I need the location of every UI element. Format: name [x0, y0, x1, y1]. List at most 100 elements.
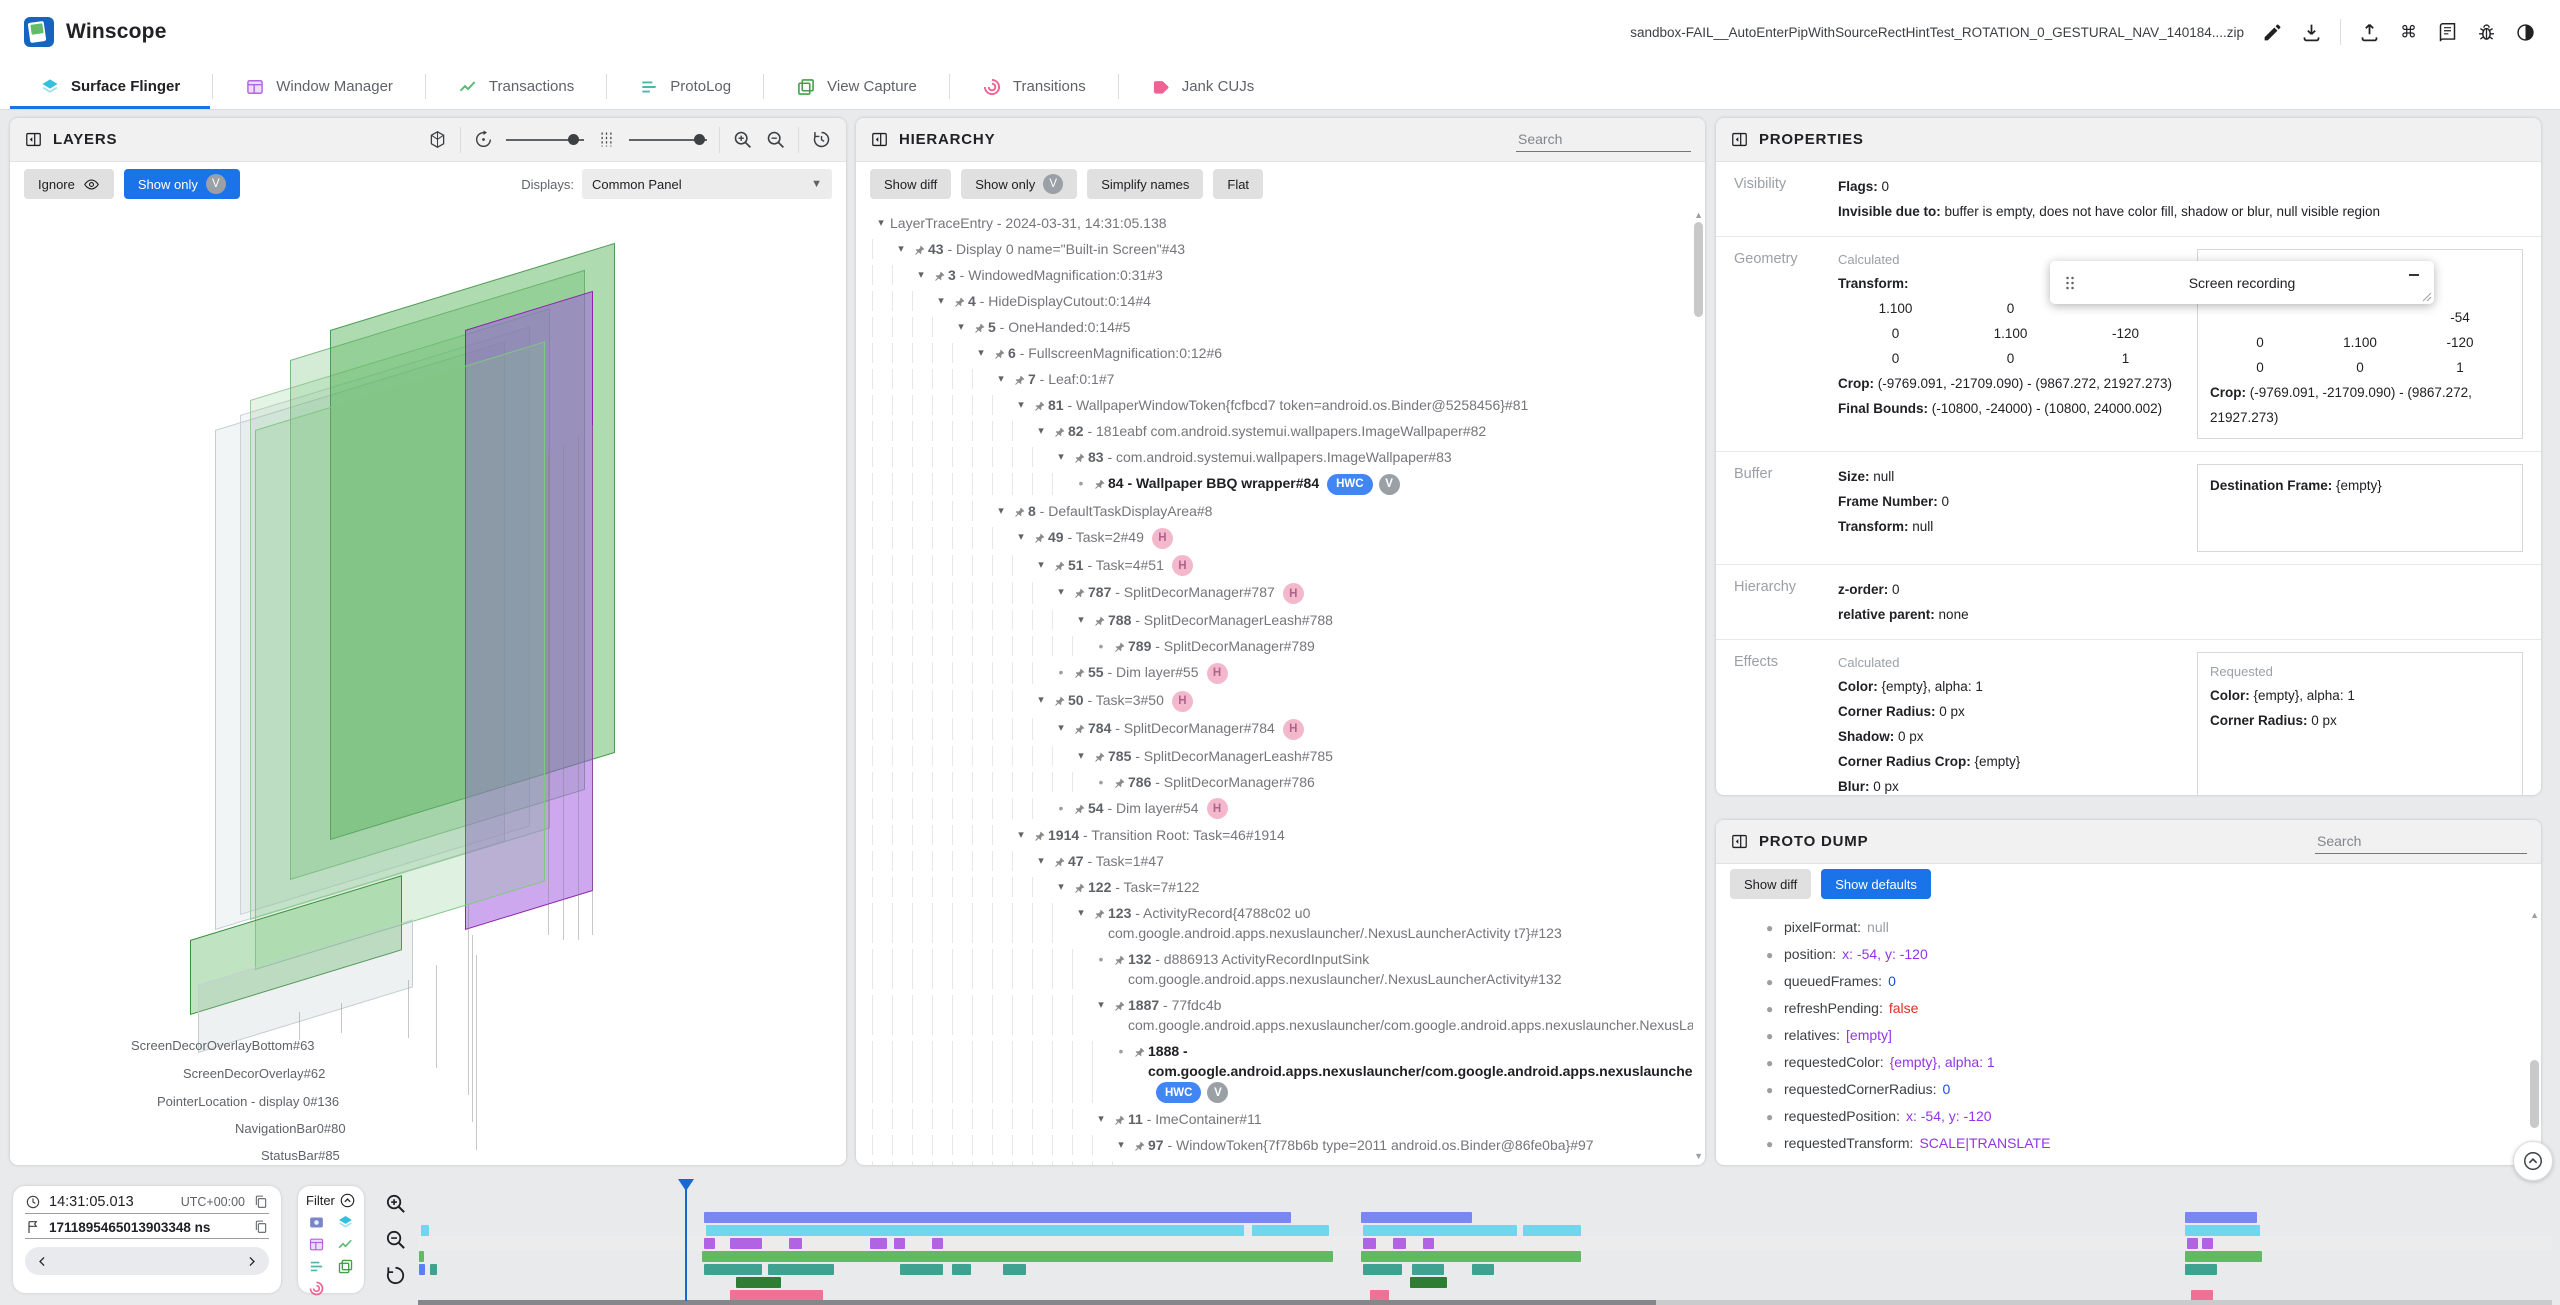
timeline-segment-window-manager[interactable]	[729, 1238, 762, 1249]
scroll-up-icon[interactable]: ▲	[2530, 910, 2539, 920]
displays-dropdown[interactable]: Common Panel ▼	[582, 169, 832, 199]
frame-navigation[interactable]	[25, 1247, 269, 1275]
tab-transitions[interactable]: Transitions	[952, 64, 1116, 109]
timeline-segment-screen-recording[interactable]	[703, 1212, 1291, 1223]
expand-node-icon[interactable]: ▾	[918, 269, 924, 281]
timeline-segment-transactions[interactable]	[419, 1251, 425, 1262]
expand-timeline-button[interactable]	[2513, 1141, 2553, 1181]
expand-node-icon[interactable]: ▾	[1038, 693, 1044, 706]
upload-icon[interactable]	[2359, 22, 2380, 43]
reset-zoom-icon[interactable]	[384, 1264, 407, 1287]
timeline-segment-protolog[interactable]	[1412, 1264, 1445, 1275]
tree-node-132[interactable]: • 132 - d886913 ActivityRecordInputSink c…	[872, 946, 1693, 992]
timeline-segment-window-manager[interactable]	[703, 1238, 715, 1249]
tree-node-8[interactable]: ▾ 8 - DefaultTaskDisplayArea#8	[872, 498, 1693, 524]
proto-row-screenBounds[interactable]: ●screenBounds: (-10800, -24000) - (10800,…	[1766, 1157, 2527, 1161]
tree-node-784[interactable]: ▾ 784 - SplitDecorManager#784 H	[872, 715, 1693, 743]
collapse-panel-icon[interactable]	[1730, 832, 1749, 851]
tree-node-6[interactable]: ▾ 6 - FullscreenMagnification:0:12#6	[872, 340, 1693, 366]
timeline-segment-surface-flinger[interactable]	[2184, 1225, 2260, 1236]
timeline-segment-protolog[interactable]	[419, 1264, 426, 1275]
timeline-segment-protolog[interactable]	[767, 1264, 835, 1275]
ns-timestamp-field[interactable]: 1711895465013903348 ns	[25, 1219, 269, 1239]
timeline-segment-protolog[interactable]	[1363, 1264, 1402, 1275]
timeline-segment-surface-flinger[interactable]	[1252, 1225, 1330, 1236]
timeline-segment-window-manager[interactable]	[2187, 1238, 2198, 1249]
pin-icon[interactable]	[1010, 501, 1028, 521]
expand-node-icon[interactable]: ▾	[1132, 1161, 1150, 1165]
expand-node-icon[interactable]: ▾	[1018, 399, 1024, 411]
pin-icon[interactable]	[1110, 995, 1128, 1015]
proto-row-queuedFrames[interactable]: ● queuedFrames: 0	[1766, 968, 2527, 995]
timeline-segment-screen-recording[interactable]	[1361, 1212, 1473, 1223]
tree-node-47[interactable]: ▾ 47 - Task=1#47	[872, 848, 1693, 874]
timeline-scrollbar[interactable]	[418, 1300, 2552, 1305]
pin-icon[interactable]	[1070, 582, 1088, 602]
pin-icon[interactable]	[1130, 1135, 1148, 1155]
timeline-segment-transactions[interactable]	[701, 1251, 1334, 1262]
expand-node-icon[interactable]: ▾	[1038, 425, 1044, 437]
view-capture-icon[interactable]	[337, 1258, 354, 1275]
collapse-panel-icon[interactable]	[1730, 130, 1749, 149]
timeline-segment-view-capture[interactable]	[1410, 1277, 1447, 1288]
tab-view-capture[interactable]: View Capture	[766, 64, 947, 109]
tree-node-83[interactable]: ▾ 83 - com.android.systemui.wallpapers.Im…	[872, 444, 1693, 470]
pin-icon[interactable]	[1090, 746, 1108, 766]
protolog-icon[interactable]	[308, 1258, 325, 1275]
expand-node-icon[interactable]: ▾	[1058, 586, 1064, 599]
pin-icon[interactable]	[950, 291, 968, 311]
pin-icon[interactable]	[1010, 369, 1028, 389]
expand-node-icon[interactable]: ▾	[1018, 829, 1024, 842]
tree-node-97[interactable]: ▾ 97 - WindowToken{7f78b6b type=2011 andr…	[872, 1132, 1693, 1158]
tree-node-1887[interactable]: ▾ 1887 - 77fdc4b com.google.android.apps.…	[872, 992, 1693, 1038]
window-manager-icon[interactable]	[308, 1236, 325, 1253]
show-diff-button[interactable]: Show diff	[870, 169, 952, 199]
tree-node-49[interactable]: ▾ 49 - Task=2#49 H	[872, 524, 1693, 552]
expand-node-icon[interactable]: ▾	[998, 504, 1004, 517]
timeline-segment-surface-flinger[interactable]	[1363, 1225, 1517, 1236]
expand-node-icon[interactable]: ▾	[1118, 1139, 1124, 1152]
timeline-segment-protolog[interactable]	[951, 1264, 971, 1275]
pin-icon[interactable]	[1070, 798, 1088, 818]
tree-node-4[interactable]: ▾ 4 - HideDisplayCutout:0:14#4	[872, 288, 1693, 314]
timeline-segment-window-manager[interactable]	[789, 1238, 803, 1249]
timeline-segment-screen-recording[interactable]	[2184, 1212, 2258, 1223]
show-only-visible-button[interactable]: Show only V	[123, 169, 240, 199]
pin-icon[interactable]	[1050, 421, 1068, 441]
timeline-segment-window-manager[interactable]	[1423, 1238, 1434, 1249]
tree-node-789[interactable]: • 789 - SplitDecorManager#789	[872, 633, 1693, 659]
expand-node-icon[interactable]: ▾	[1078, 749, 1084, 762]
pin-icon[interactable]	[1110, 949, 1128, 969]
pin-icon[interactable]	[1070, 718, 1088, 738]
spacing-slider[interactable]	[629, 130, 707, 150]
screen-recording-icon[interactable]	[308, 1214, 325, 1231]
proto-row-refreshPending[interactable]: ● refreshPending: false	[1766, 995, 2527, 1022]
hierarchy-search-input[interactable]	[1516, 127, 1691, 152]
pin-icon[interactable]	[1110, 636, 1128, 656]
timeline-segment-window-manager[interactable]	[1393, 1238, 1407, 1249]
timeline-segment-view-capture[interactable]	[735, 1277, 781, 1288]
collapse-panel-icon[interactable]	[870, 130, 889, 149]
expand-node-icon[interactable]: ▾	[978, 347, 984, 359]
timeline-segment-transitions[interactable]	[1369, 1290, 1389, 1301]
timeline-segment-window-manager[interactable]	[932, 1238, 943, 1249]
scroll-down-icon[interactable]: ▼	[1694, 1151, 1703, 1161]
pin-icon[interactable]	[1070, 662, 1088, 682]
tree-node-54[interactable]: • 54 - Dim layer#54 H	[872, 795, 1693, 823]
shortcuts-icon[interactable]: ⌘	[2398, 22, 2419, 43]
proto-row-pixelFormat[interactable]: ● pixelFormat: null	[1766, 914, 2527, 941]
timeline-segment-transitions[interactable]	[729, 1290, 824, 1301]
expand-node-icon[interactable]: ▾	[1058, 721, 1064, 734]
tree-node-788[interactable]: ▾ 788 - SplitDecorManagerLeash#788	[872, 607, 1693, 633]
pin-icon[interactable]	[1050, 690, 1068, 710]
hierarchy-scrollbar[interactable]	[1694, 222, 1703, 317]
resize-handle-icon[interactable]	[2422, 292, 2432, 302]
download-icon[interactable]	[2301, 22, 2322, 43]
tree-node-123[interactable]: ▾ 123 - ActivityRecord{4788c02 u0 com.goo…	[872, 900, 1693, 946]
zoom-in-icon[interactable]	[732, 129, 753, 150]
timeline-marker[interactable]	[685, 1189, 688, 1301]
pin-icon[interactable]	[1050, 555, 1068, 575]
expand-node-icon[interactable]: ▾	[898, 243, 904, 255]
expand-node-icon[interactable]: ▾	[1098, 1113, 1104, 1126]
timeline-segment-protolog[interactable]	[1472, 1264, 1494, 1275]
